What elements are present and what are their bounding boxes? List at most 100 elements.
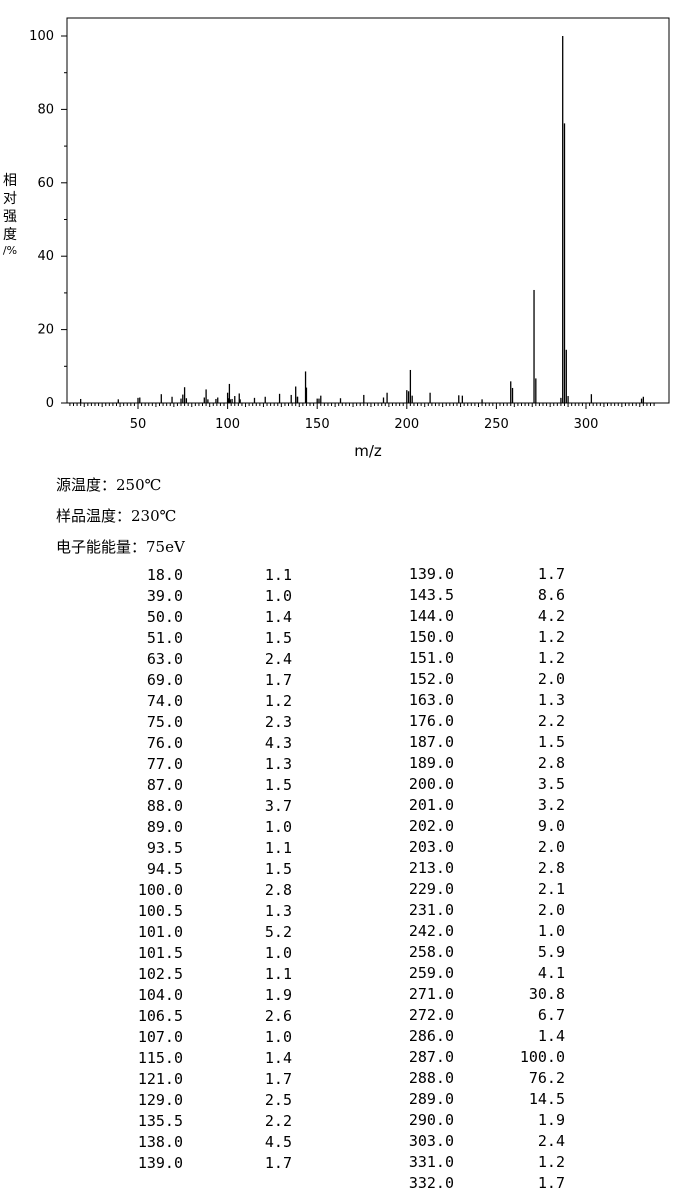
table-row: 63.0 2.4 <box>0 649 680 670</box>
table-row: 152.0 2.0 <box>0 669 680 690</box>
x-tick-label: 50 <box>130 417 147 432</box>
table-row: 289.0 14.5 <box>0 1089 680 1110</box>
intensity-value: 1.5 <box>264 629 292 647</box>
mz-value: 150.0 <box>408 628 454 646</box>
condition-line: 源温度：250℃ <box>56 474 161 495</box>
intensity-value: 2.8 <box>264 881 292 899</box>
mass-spectrum-chart: 50 100 150 200 250 300 0 20 40 60 80 100 m/z <box>29 17 670 460</box>
spectrum-peaks <box>80 36 644 403</box>
mz-value: 213.0 <box>408 859 454 877</box>
table-row: 151.0 1.2 <box>0 648 680 669</box>
mz-value: 50.0 <box>146 608 183 626</box>
mz-value: 107.0 <box>137 1028 183 1046</box>
intensity-value: 2.1 <box>537 880 565 898</box>
intensity-value: 1.0 <box>537 922 565 940</box>
mz-value: 94.5 <box>146 860 183 878</box>
intensity-value: 1.4 <box>264 1049 292 1067</box>
intensity-value: 100.0 <box>519 1048 565 1066</box>
intensity-value: 2.8 <box>537 859 565 877</box>
y-tick-label: 40 <box>37 249 54 264</box>
intensity-value: 3.2 <box>537 796 565 814</box>
mz-value: 121.0 <box>137 1070 183 1088</box>
intensity-value: 1.4 <box>537 1027 565 1045</box>
table-row: 150.0 1.2 <box>0 627 680 648</box>
condition-label: 源温度： <box>56 476 117 494</box>
intensity-value: 4.3 <box>264 734 292 752</box>
mz-value: 259.0 <box>408 964 454 982</box>
table-row: 138.0 4.5 <box>0 1132 680 1153</box>
mz-value: 229.0 <box>408 880 454 898</box>
mz-value: 143.5 <box>408 586 454 604</box>
table-row: 331.0 1.2 <box>0 1152 680 1173</box>
table-row: 115.0 1.4 <box>0 1048 680 1069</box>
y-axis-label-char: 度 <box>3 227 17 243</box>
y-tick-label: 60 <box>37 176 54 191</box>
mz-value: 100.0 <box>137 881 183 899</box>
table-row: 242.0 1.0 <box>0 921 680 942</box>
mz-value: 201.0 <box>408 796 454 814</box>
intensity-value: 1.0 <box>264 944 292 962</box>
table-row: 76.0 4.3 <box>0 733 680 754</box>
intensity-value: 2.4 <box>264 650 292 668</box>
plot-frame <box>66 17 670 404</box>
mz-value: 74.0 <box>146 692 183 710</box>
mz-value: 104.0 <box>137 986 183 1004</box>
y-axis-label-char: 强 <box>3 209 17 225</box>
x-axis-ticks: 50 100 150 200 250 300 <box>69 403 655 432</box>
intensity-value: 1.7 <box>264 671 292 689</box>
x-tick-label: 250 <box>484 417 509 432</box>
intensity-value: 6.7 <box>537 1006 565 1024</box>
table-row: 203.0 2.0 <box>0 837 680 858</box>
intensity-value: 9.0 <box>537 817 565 835</box>
intensity-value: 2.0 <box>537 670 565 688</box>
x-tick-label: 100 <box>215 417 240 432</box>
mz-value: 69.0 <box>146 671 183 689</box>
table-row: 129.0 2.5 <box>0 1090 680 1111</box>
intensity-value: 1.1 <box>264 839 292 857</box>
y-tick-label: 100 <box>29 29 54 44</box>
intensity-value: 1.1 <box>264 965 292 983</box>
table-row: 288.0 76.2 <box>0 1068 680 1089</box>
intensity-value: 2.5 <box>264 1091 292 1109</box>
table-row: 93.5 1.1 <box>0 838 680 859</box>
mz-value: 138.0 <box>137 1133 183 1151</box>
intensity-value: 4.1 <box>537 964 565 982</box>
table-row: 290.0 1.9 <box>0 1110 680 1131</box>
intensity-value: 1.5 <box>264 776 292 794</box>
y-axis-label-char: /% <box>2 244 18 257</box>
condition-value: 75eV <box>146 538 185 556</box>
intensity-value: 5.2 <box>264 923 292 941</box>
table-row: 77.0 1.3 <box>0 754 680 775</box>
table-row: 74.0 1.2 <box>0 691 680 712</box>
intensity-value: 8.6 <box>537 586 565 604</box>
table-row: 139.0 1.7 <box>0 1153 680 1174</box>
intensity-value: 1.1 <box>264 566 292 584</box>
table-row: 286.0 1.4 <box>0 1026 680 1047</box>
mz-value: 163.0 <box>408 691 454 709</box>
mz-value: 106.5 <box>137 1007 183 1025</box>
intensity-value: 1.5 <box>537 733 565 751</box>
mz-value: 144.0 <box>408 607 454 625</box>
mz-value: 129.0 <box>137 1091 183 1109</box>
intensity-value: 1.7 <box>264 1154 292 1172</box>
condition-line: 样品温度：230℃ <box>56 505 176 526</box>
table-row: 135.5 2.2 <box>0 1111 680 1132</box>
intensity-value: 1.5 <box>264 860 292 878</box>
mz-value: 101.5 <box>137 944 183 962</box>
table-row: 272.0 6.7 <box>0 1005 680 1026</box>
intensity-value: 2.6 <box>264 1007 292 1025</box>
intensity-value: 3.7 <box>264 797 292 815</box>
mz-value: 18.0 <box>146 566 183 584</box>
y-axis-label-char: 对 <box>3 191 17 207</box>
mz-value: 288.0 <box>408 1069 454 1087</box>
mz-value: 89.0 <box>146 818 183 836</box>
mz-value: 75.0 <box>146 713 183 731</box>
y-tick-label: 20 <box>37 323 54 338</box>
intensity-value: 3.5 <box>537 775 565 793</box>
intensity-value: 5.9 <box>537 943 565 961</box>
intensity-value: 1.2 <box>264 692 292 710</box>
mz-value: 331.0 <box>408 1153 454 1171</box>
intensity-value: 1.0 <box>264 818 292 836</box>
table-row: 303.0 2.4 <box>0 1131 680 1152</box>
intensity-value: 1.2 <box>537 1153 565 1171</box>
